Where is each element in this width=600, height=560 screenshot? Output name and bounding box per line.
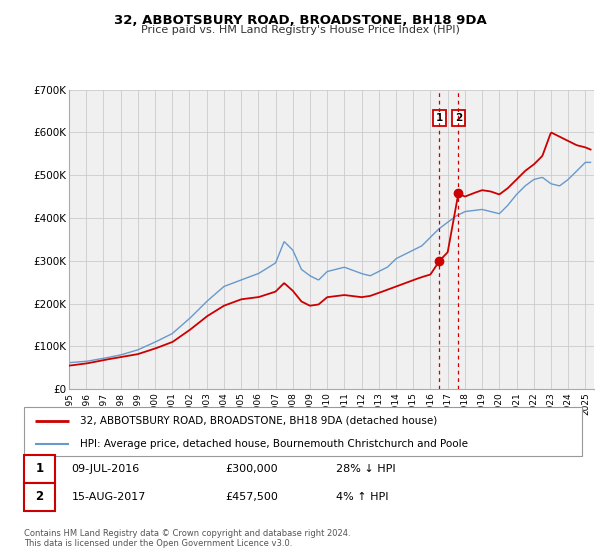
Text: 15-AUG-2017: 15-AUG-2017 bbox=[71, 492, 146, 502]
Text: Price paid vs. HM Land Registry's House Price Index (HPI): Price paid vs. HM Land Registry's House … bbox=[140, 25, 460, 35]
Text: Contains HM Land Registry data © Crown copyright and database right 2024.: Contains HM Land Registry data © Crown c… bbox=[24, 529, 350, 538]
Text: This data is licensed under the Open Government Licence v3.0.: This data is licensed under the Open Gov… bbox=[24, 539, 292, 548]
Text: 1: 1 bbox=[35, 463, 43, 475]
Text: 4% ↑ HPI: 4% ↑ HPI bbox=[337, 492, 389, 502]
Text: 28% ↓ HPI: 28% ↓ HPI bbox=[337, 464, 396, 474]
Text: 2: 2 bbox=[455, 113, 462, 123]
Text: £300,000: £300,000 bbox=[225, 464, 278, 474]
Text: 32, ABBOTSBURY ROAD, BROADSTONE, BH18 9DA (detached house): 32, ABBOTSBURY ROAD, BROADSTONE, BH18 9D… bbox=[80, 416, 437, 426]
Bar bbox=[24, 483, 55, 511]
Text: HPI: Average price, detached house, Bournemouth Christchurch and Poole: HPI: Average price, detached house, Bour… bbox=[80, 439, 468, 449]
Text: 32, ABBOTSBURY ROAD, BROADSTONE, BH18 9DA: 32, ABBOTSBURY ROAD, BROADSTONE, BH18 9D… bbox=[113, 14, 487, 27]
Bar bbox=[24, 455, 55, 483]
Text: 1: 1 bbox=[436, 113, 443, 123]
Text: £457,500: £457,500 bbox=[225, 492, 278, 502]
Text: 2: 2 bbox=[35, 490, 43, 503]
Text: 09-JUL-2016: 09-JUL-2016 bbox=[71, 464, 140, 474]
